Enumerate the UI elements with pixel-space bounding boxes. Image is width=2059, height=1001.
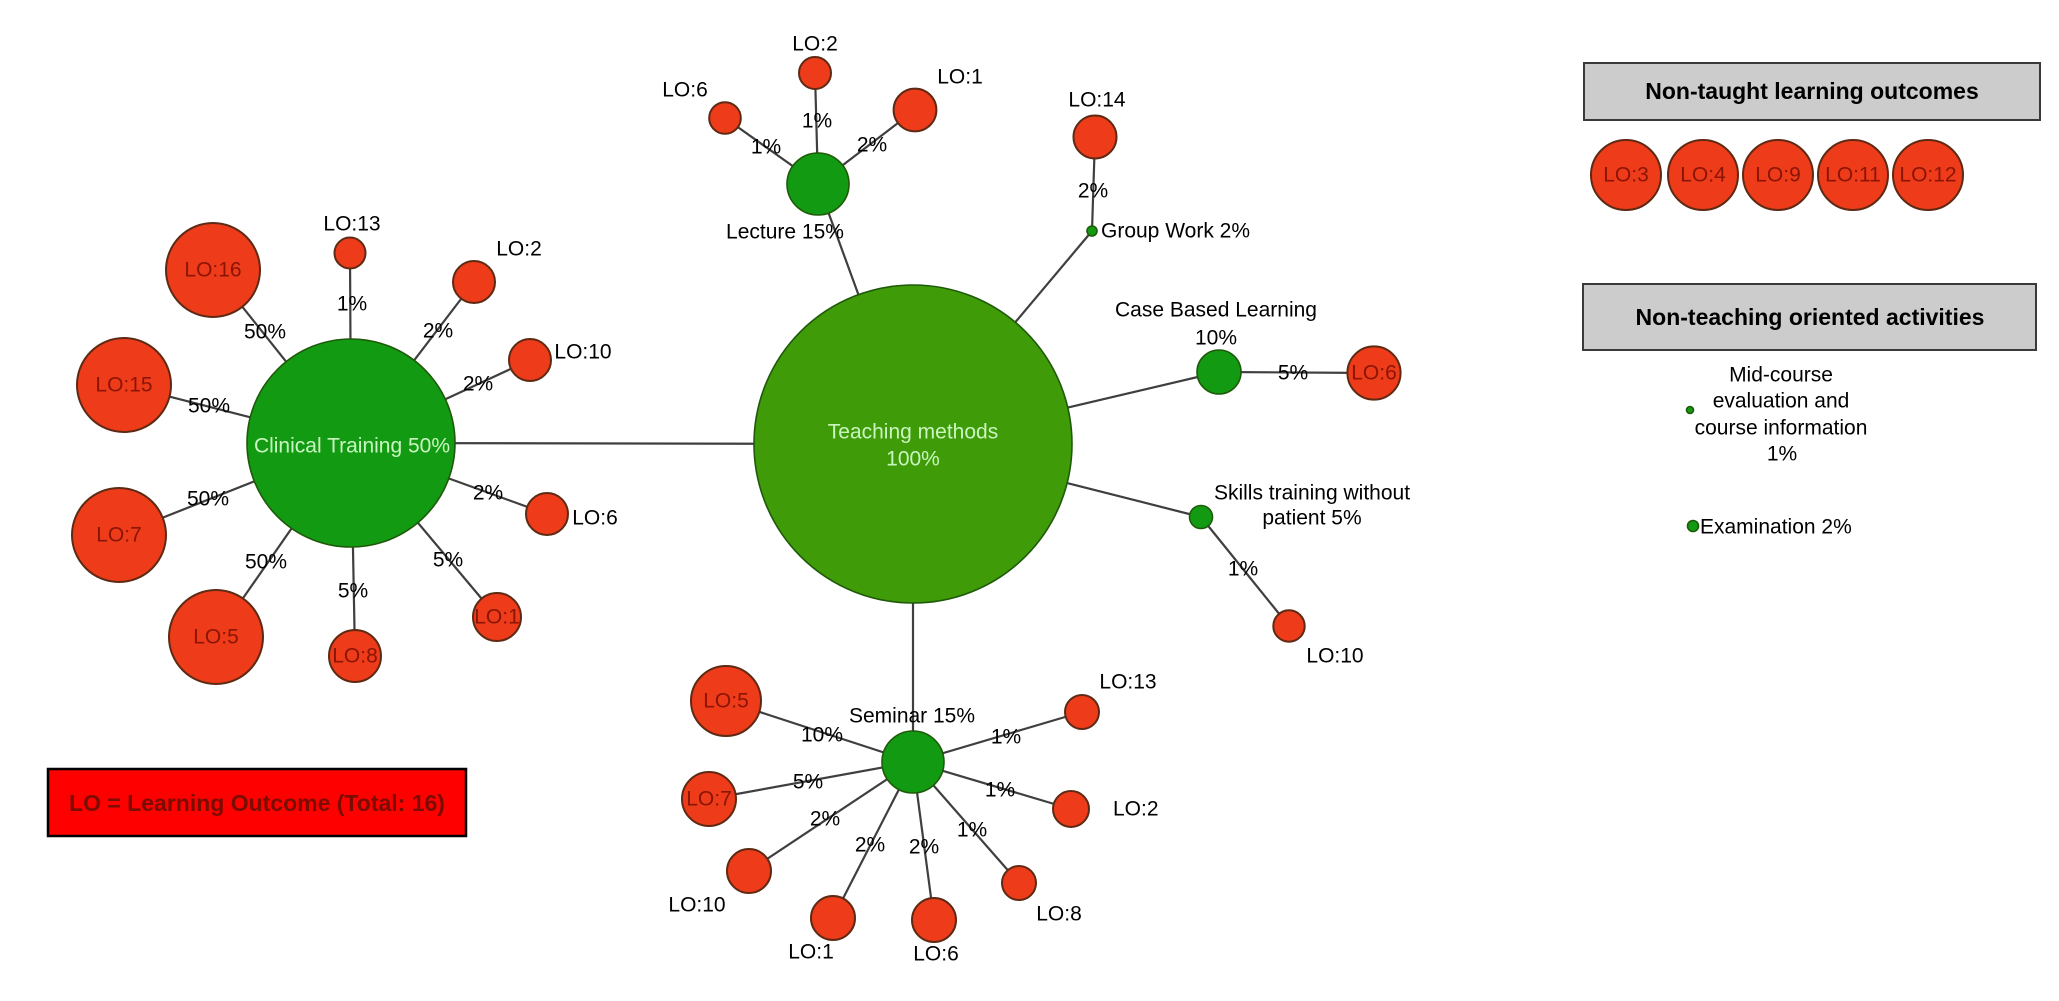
svg-text:LO:2: LO:2 [496, 238, 542, 261]
svg-text:LO:10: LO:10 [554, 341, 611, 364]
svg-text:5%: 5% [1278, 362, 1308, 385]
svg-text:LO:6: LO:6 [572, 507, 618, 530]
svg-text:LO:6: LO:6 [1351, 362, 1397, 385]
svg-text:2%: 2% [423, 320, 453, 343]
svg-text:2%: 2% [857, 134, 887, 157]
svg-text:2%: 2% [810, 808, 840, 831]
svg-text:Lecture 15%: Lecture 15% [726, 221, 844, 244]
svg-text:Non-teaching oriented activiti: Non-teaching oriented activities [1636, 304, 1985, 330]
svg-text:LO:2: LO:2 [792, 33, 838, 56]
svg-text:2%: 2% [855, 834, 885, 857]
svg-text:5%: 5% [793, 771, 823, 794]
svg-text:LO:10: LO:10 [1306, 645, 1363, 668]
svg-text:10%: 10% [1195, 327, 1237, 350]
svg-text:LO:7: LO:7 [96, 524, 142, 547]
svg-text:5%: 5% [433, 549, 463, 572]
svg-text:LO:1: LO:1 [788, 941, 834, 964]
svg-text:2%: 2% [1078, 180, 1108, 203]
svg-text:Non-taught learning outcomes: Non-taught learning outcomes [1645, 78, 1979, 104]
svg-text:2%: 2% [909, 836, 939, 859]
svg-text:Group Work 2%: Group Work 2% [1101, 220, 1250, 243]
svg-text:LO:8: LO:8 [1036, 903, 1082, 926]
svg-text:LO:11: LO:11 [1825, 164, 1881, 187]
svg-text:Mid-course: Mid-course [1729, 364, 1833, 387]
svg-text:1%: 1% [802, 110, 832, 133]
svg-text:LO:3: LO:3 [1603, 164, 1649, 187]
svg-text:50%: 50% [245, 551, 287, 574]
svg-text:5%: 5% [338, 580, 368, 603]
svg-text:LO:6: LO:6 [913, 943, 959, 966]
svg-text:1%: 1% [957, 819, 987, 842]
svg-text:1%: 1% [1767, 443, 1797, 466]
svg-text:50%: 50% [188, 395, 230, 418]
svg-text:10%: 10% [801, 724, 843, 747]
svg-text:LO:16: LO:16 [184, 259, 241, 282]
svg-text:Skills training without: Skills training without [1214, 482, 1410, 505]
svg-text:1%: 1% [985, 779, 1015, 802]
svg-text:Examination 2%: Examination 2% [1700, 516, 1852, 539]
svg-text:LO:12: LO:12 [1899, 164, 1956, 187]
svg-text:LO:10: LO:10 [668, 894, 725, 917]
svg-text:1%: 1% [337, 293, 367, 316]
svg-text:evaluation and: evaluation and [1713, 390, 1850, 413]
svg-text:LO:4: LO:4 [1680, 164, 1726, 187]
svg-text:LO = Learning Outcome (Total:: LO = Learning Outcome (Total: 16) [69, 790, 445, 816]
svg-text:100%: 100% [886, 448, 940, 471]
svg-text:Clinical Training 50%: Clinical Training 50% [254, 435, 450, 458]
svg-text:Teaching methods: Teaching methods [828, 421, 998, 444]
svg-text:LO:13: LO:13 [1099, 671, 1156, 694]
svg-text:Case Based Learning: Case Based Learning [1115, 299, 1317, 322]
svg-text:LO:7: LO:7 [686, 788, 732, 811]
svg-text:50%: 50% [244, 321, 286, 344]
svg-text:LO:5: LO:5 [193, 626, 239, 649]
svg-text:course information: course information [1695, 417, 1868, 440]
svg-text:LO:15: LO:15 [95, 374, 152, 397]
svg-text:LO:1: LO:1 [474, 606, 520, 629]
svg-text:2%: 2% [473, 482, 503, 505]
svg-text:LO:1: LO:1 [937, 66, 983, 89]
svg-text:LO:2: LO:2 [1113, 798, 1159, 821]
svg-text:50%: 50% [187, 488, 229, 511]
svg-text:LO:14: LO:14 [1068, 89, 1126, 112]
svg-text:1%: 1% [991, 726, 1021, 749]
svg-text:LO:5: LO:5 [703, 690, 749, 713]
svg-text:2%: 2% [463, 373, 493, 396]
svg-text:LO:8: LO:8 [332, 645, 378, 668]
svg-text:1%: 1% [1228, 558, 1258, 581]
svg-text:LO:9: LO:9 [1755, 164, 1801, 187]
svg-text:Seminar 15%: Seminar 15% [849, 705, 975, 728]
svg-text:1%: 1% [751, 136, 781, 159]
svg-text:LO:13: LO:13 [323, 213, 380, 236]
svg-text:LO:6: LO:6 [662, 79, 708, 102]
svg-text:patient 5%: patient 5% [1262, 507, 1361, 530]
